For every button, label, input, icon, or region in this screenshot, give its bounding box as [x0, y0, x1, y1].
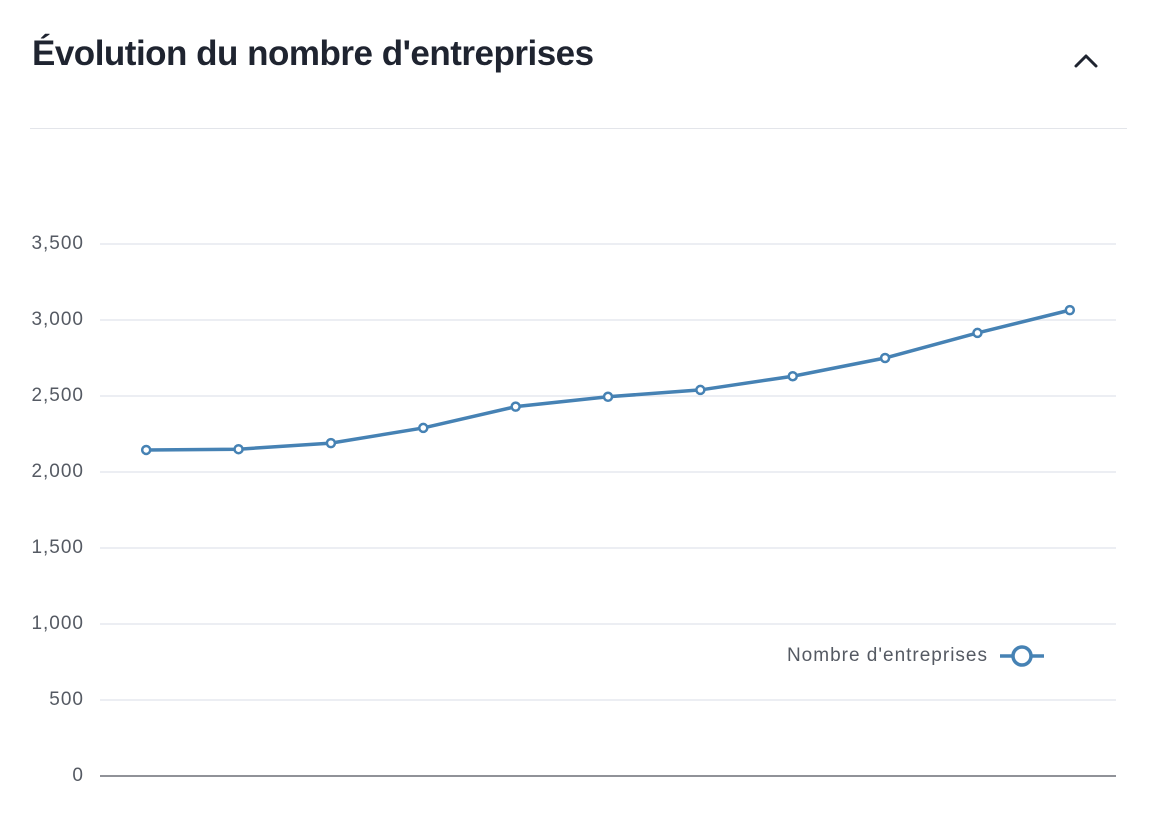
- data-point: [140, 444, 152, 456]
- data-point: [1064, 304, 1076, 316]
- data-point: [695, 384, 706, 396]
- y-tick-label: 1,000: [31, 613, 84, 634]
- data-point: [602, 391, 614, 403]
- y-tick-label: 1,500: [31, 537, 84, 558]
- data-point: [972, 327, 983, 339]
- data-point: [418, 422, 429, 434]
- y-tick-label: 2,000: [31, 461, 84, 482]
- data-point: [233, 443, 244, 455]
- legend-marker: [1011, 645, 1033, 667]
- y-tick-label: 2,500: [31, 385, 84, 406]
- legend-label: Nombre d'entreprises: [787, 645, 988, 666]
- chevron-up-icon: [1074, 54, 1098, 68]
- data-line: [146, 308, 1071, 452]
- divider: [30, 128, 1127, 129]
- y-tick-label: 0: [72, 765, 84, 786]
- data-point: [879, 352, 891, 364]
- data-point: [325, 437, 337, 449]
- collapse-button[interactable]: [1066, 40, 1106, 80]
- y-tick-label: 3,000: [31, 309, 84, 330]
- y-tick-label: 3,500: [31, 233, 84, 254]
- data-point: [510, 401, 521, 412]
- data-point: [787, 370, 798, 382]
- card-title: Évolution du nombre d'entreprises: [32, 34, 594, 73]
- plot: 0 500 1,000 1,500 2,000 2,500 3,000 3,500: [31, 233, 1116, 786]
- y-tick-label: 500: [49, 689, 84, 710]
